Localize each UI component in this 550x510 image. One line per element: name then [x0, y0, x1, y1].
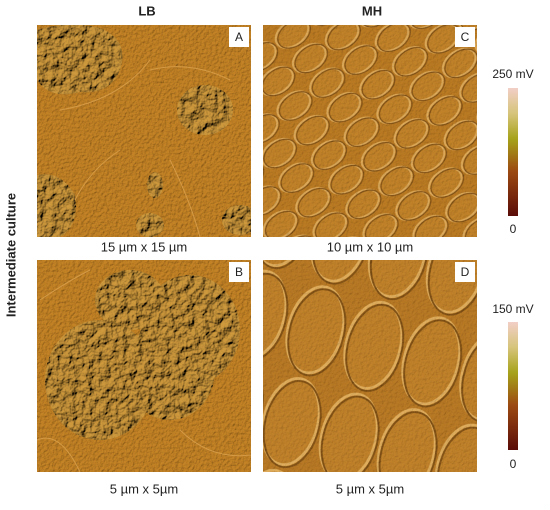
scale-label: 5 µm x 5µm [110, 481, 178, 496]
colorbar-min: 0 [510, 222, 517, 236]
column-header: LB [138, 3, 155, 18]
row-label: Intermediate culture [3, 193, 18, 317]
panel-letter-box [229, 27, 249, 47]
panel-letter: D [461, 265, 470, 279]
colorbar-max: 250 mV [492, 67, 533, 81]
panel-letter: C [461, 30, 470, 44]
afm-texture [263, 260, 477, 472]
panel-letter-box [455, 27, 475, 47]
afm-image [37, 260, 251, 472]
scale-label: 5 µm x 5µm [336, 481, 404, 496]
colorbar [508, 88, 518, 216]
colorbar-min: 0 [510, 457, 517, 471]
colorbar [508, 322, 518, 450]
afm-texture [263, 25, 477, 237]
colorbar-max: 150 mV [492, 302, 533, 316]
scale-label: 10 µm x 10 µm [327, 239, 414, 254]
panel-letter-box [229, 262, 249, 282]
scale-label: 15 µm x 15 µm [101, 239, 188, 254]
afm-image [37, 25, 251, 237]
column-header: MH [362, 3, 382, 18]
panel-letter: A [235, 30, 243, 44]
panel-letter: B [235, 265, 243, 279]
panel-letter-box [455, 262, 475, 282]
